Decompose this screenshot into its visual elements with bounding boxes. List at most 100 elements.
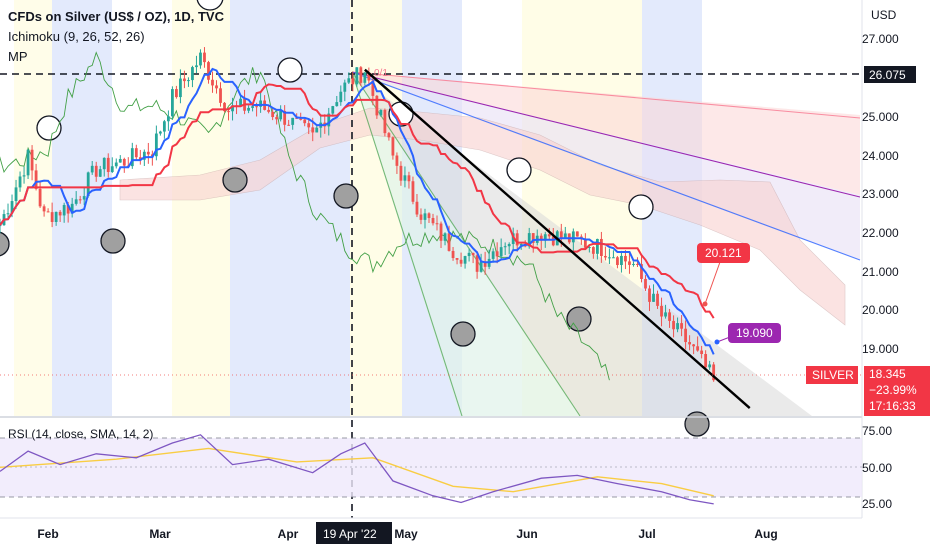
time-tick: Jul bbox=[638, 527, 656, 541]
candle-body bbox=[34, 170, 38, 189]
rsi-legend[interactable]: RSI (14, close, SMA, 14, 2) bbox=[8, 427, 154, 441]
candle-body bbox=[74, 199, 78, 204]
candle-body bbox=[191, 67, 194, 81]
candle-body bbox=[351, 78, 355, 85]
candle-body bbox=[94, 165, 98, 177]
candle-body bbox=[435, 223, 439, 225]
candle-body bbox=[439, 223, 443, 241]
candle-body bbox=[511, 233, 515, 245]
chikou-line bbox=[0, 51, 610, 381]
candle-body bbox=[367, 72, 371, 81]
candle-body bbox=[427, 213, 431, 219]
candle-body bbox=[527, 233, 531, 247]
candle-body bbox=[279, 110, 283, 120]
last-price-label: 18.345 bbox=[869, 367, 906, 381]
candle-body bbox=[475, 255, 479, 272]
candle-body bbox=[700, 350, 704, 355]
rsi-tick: 50.00 bbox=[862, 461, 893, 475]
candle-body bbox=[199, 52, 202, 66]
candle-body bbox=[114, 162, 118, 167]
time-tick: Aug bbox=[754, 527, 778, 541]
candle-body bbox=[38, 188, 42, 207]
trendline bbox=[364, 68, 751, 409]
candle-body bbox=[183, 78, 186, 82]
candle-body bbox=[122, 158, 126, 166]
candle-body bbox=[431, 218, 435, 224]
kijun-sen bbox=[0, 83, 715, 319]
candle-body bbox=[339, 91, 343, 103]
candle-body bbox=[86, 172, 90, 197]
candle-body bbox=[375, 95, 379, 116]
candle-body bbox=[138, 157, 142, 160]
time-tick: Apr bbox=[277, 527, 299, 541]
candle-body bbox=[82, 196, 86, 200]
candle-body bbox=[387, 133, 391, 138]
price-tick: 24.000 bbox=[862, 149, 899, 163]
candle-body bbox=[575, 231, 579, 237]
ichimoku-legend[interactable]: Ichimoku (9, 26, 52, 26) bbox=[8, 29, 145, 44]
chikou-span bbox=[0, 51, 610, 381]
candle-body bbox=[203, 52, 206, 63]
candle-body bbox=[187, 80, 190, 82]
fan-marker: 0/1 bbox=[374, 68, 388, 79]
price-tick: 19.000 bbox=[862, 342, 899, 356]
candle-body bbox=[599, 238, 603, 256]
candle-body bbox=[519, 244, 523, 246]
candle-body bbox=[343, 82, 347, 92]
candle-body bbox=[283, 110, 287, 125]
candle-body bbox=[632, 263, 635, 265]
candle-body bbox=[708, 364, 712, 368]
candle-body bbox=[471, 252, 475, 256]
candle-body bbox=[664, 312, 667, 317]
candle-body bbox=[624, 255, 627, 262]
candle-body bbox=[231, 105, 234, 112]
candle-body bbox=[547, 234, 551, 237]
kijun-line bbox=[0, 83, 715, 319]
candle-body bbox=[223, 102, 226, 112]
rsi-pane bbox=[0, 437, 862, 498]
time-tick: Mar bbox=[149, 527, 171, 541]
callout-red-point bbox=[702, 301, 708, 307]
candle-body bbox=[692, 344, 696, 347]
candle-body bbox=[134, 148, 138, 158]
last-price-box bbox=[864, 366, 930, 416]
candle-body bbox=[443, 233, 447, 241]
candle-body bbox=[415, 201, 419, 215]
candle-body bbox=[307, 123, 311, 128]
candle-body bbox=[672, 320, 675, 330]
crosshair-date-box bbox=[316, 522, 392, 544]
candle-body bbox=[559, 231, 563, 239]
candle-body bbox=[636, 263, 639, 265]
candle-body bbox=[507, 244, 511, 247]
callout-red[interactable]: 20.121 bbox=[697, 243, 750, 263]
candle-body bbox=[467, 252, 471, 257]
candle-body bbox=[608, 257, 611, 259]
candle-body bbox=[616, 257, 619, 266]
candle-body bbox=[98, 169, 102, 177]
candle-body bbox=[215, 85, 218, 89]
candle-body bbox=[451, 250, 455, 259]
tenkan-line bbox=[0, 67, 715, 355]
time-tick: Feb bbox=[37, 527, 59, 541]
candle-body bbox=[106, 157, 110, 172]
change-label: −23.99% bbox=[869, 383, 917, 397]
candle-body bbox=[251, 106, 254, 108]
candle-body bbox=[335, 102, 339, 107]
candle-body bbox=[591, 247, 595, 254]
candle-body bbox=[563, 233, 567, 239]
mp-legend[interactable]: MP bbox=[8, 49, 28, 64]
candle-body bbox=[303, 119, 307, 124]
candle-body bbox=[395, 155, 399, 166]
callout-purple[interactable]: 19.090 bbox=[728, 323, 781, 343]
candle-body bbox=[30, 149, 34, 171]
candle-body bbox=[0, 225, 2, 227]
candle-body bbox=[347, 78, 351, 83]
price-tick: 27.000 bbox=[862, 32, 899, 46]
candle-body bbox=[311, 127, 315, 133]
candle-body bbox=[166, 116, 170, 122]
candle-body bbox=[142, 151, 146, 160]
candle-body bbox=[162, 121, 166, 132]
candle-body bbox=[158, 131, 162, 134]
candle-body bbox=[315, 127, 319, 133]
